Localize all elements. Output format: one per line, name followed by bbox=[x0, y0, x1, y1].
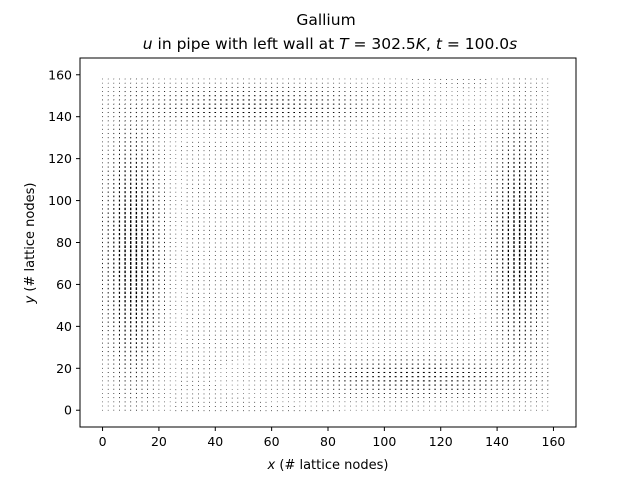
velocity-arrow bbox=[146, 115, 149, 118]
velocity-arrow bbox=[130, 90, 132, 93]
chart-title: Gallium bbox=[296, 11, 355, 29]
velocity-arrow bbox=[124, 99, 126, 101]
velocity-arrow bbox=[135, 103, 138, 105]
velocity-arrow bbox=[141, 95, 143, 97]
velocity-arrow bbox=[101, 120, 104, 122]
velocity-arrow bbox=[163, 128, 166, 130]
velocity-arrow bbox=[152, 120, 154, 122]
velocity-arrow bbox=[129, 103, 132, 105]
velocity-arrow bbox=[169, 132, 171, 135]
velocity-arrow bbox=[113, 111, 115, 114]
velocity-arrow bbox=[124, 120, 126, 122]
velocity-arrow bbox=[141, 82, 143, 84]
velocity-arrow bbox=[124, 90, 126, 93]
velocity-arrow bbox=[175, 137, 177, 139]
velocity-arrow bbox=[107, 107, 109, 109]
velocity-arrow bbox=[118, 99, 121, 101]
velocity-arrow bbox=[141, 90, 143, 93]
velocity-arrow bbox=[141, 111, 143, 114]
velocity-arrow bbox=[135, 99, 138, 101]
velocity-arrow bbox=[118, 107, 121, 110]
velocity-arrow bbox=[130, 86, 132, 88]
velocity-arrow bbox=[147, 86, 149, 88]
velocity-arrow bbox=[152, 116, 155, 118]
velocity-field bbox=[101, 78, 549, 412]
velocity-arrow bbox=[163, 124, 166, 126]
velocity-arrow bbox=[146, 103, 149, 105]
velocity-arrow bbox=[107, 116, 109, 118]
velocity-arrow bbox=[102, 124, 104, 126]
velocity-arrow bbox=[152, 86, 154, 88]
velocity-arrow bbox=[113, 116, 115, 118]
velocity-arrow bbox=[124, 95, 126, 97]
velocity-arrow bbox=[152, 111, 155, 114]
velocity-arrow bbox=[135, 90, 138, 93]
velocity-arrow bbox=[124, 115, 126, 118]
velocity-arrow bbox=[113, 120, 115, 122]
velocity-arrow bbox=[146, 120, 149, 122]
velocity-arrow bbox=[113, 103, 115, 105]
velocity-arrow bbox=[124, 111, 126, 114]
velocity-arrow bbox=[124, 86, 126, 88]
velocity-arrow bbox=[146, 90, 149, 93]
velocity-arrow bbox=[113, 99, 115, 101]
velocity-arrow bbox=[129, 115, 132, 118]
velocity-arrow bbox=[113, 95, 115, 97]
velocity-arrow bbox=[146, 124, 149, 126]
velocity-arrow bbox=[113, 107, 115, 109]
velocity-arrow bbox=[141, 86, 143, 88]
velocity-arrow bbox=[129, 107, 132, 110]
chart-subtitle: u in pipe with left wall at T = 302.5K, … bbox=[143, 35, 517, 53]
velocity-arrow bbox=[141, 124, 143, 126]
velocity-arrow bbox=[141, 103, 143, 105]
velocity-arrow bbox=[118, 103, 121, 105]
velocity-arrow bbox=[118, 86, 121, 88]
velocity-arrow bbox=[129, 99, 132, 101]
velocity-arrow bbox=[141, 107, 143, 110]
velocity-arrow bbox=[146, 99, 149, 101]
velocity-arrow bbox=[146, 107, 149, 110]
velocity-arrow bbox=[130, 95, 132, 97]
velocity-arrow bbox=[135, 111, 138, 114]
velocity-arrow bbox=[158, 78, 160, 80]
velocity-arrow bbox=[107, 120, 109, 122]
velocity-arrow bbox=[113, 90, 115, 93]
velocity-arrow bbox=[146, 95, 149, 97]
velocity-arrow bbox=[147, 82, 149, 84]
velocity-arrow bbox=[152, 107, 155, 110]
velocity-arrow bbox=[152, 103, 155, 105]
velocity-arrow bbox=[152, 124, 154, 126]
velocity-arrow bbox=[141, 120, 143, 122]
velocity-arrow bbox=[135, 95, 138, 97]
velocity-arrow bbox=[118, 115, 121, 118]
velocity-arrow bbox=[158, 128, 160, 130]
velocity-arrow bbox=[124, 107, 126, 110]
velocity-arrow bbox=[118, 90, 121, 93]
velocity-arrow bbox=[107, 86, 109, 88]
velocity-arrow bbox=[113, 86, 115, 88]
velocity-arrow bbox=[152, 82, 154, 84]
velocity-arrow bbox=[118, 111, 121, 114]
velocity-arrow bbox=[141, 115, 143, 118]
velocity-arrow bbox=[135, 120, 138, 122]
velocity-arrow bbox=[135, 86, 137, 88]
velocity-arrow bbox=[141, 99, 143, 101]
velocity-arrow bbox=[135, 107, 138, 110]
velocity-arrow bbox=[130, 120, 132, 122]
velocity-arrow bbox=[158, 120, 160, 122]
velocity-arrow bbox=[135, 115, 138, 118]
velocity-arrow bbox=[129, 111, 132, 114]
velocity-arrow bbox=[158, 124, 160, 126]
velocity-arrow bbox=[118, 120, 121, 122]
velocity-arrow bbox=[107, 111, 109, 114]
velocity-arrow bbox=[158, 116, 160, 118]
velocity-arrow bbox=[107, 82, 109, 84]
velocity-arrow bbox=[146, 111, 149, 114]
velocity-arrow bbox=[118, 95, 121, 97]
velocity-arrow bbox=[124, 103, 126, 105]
